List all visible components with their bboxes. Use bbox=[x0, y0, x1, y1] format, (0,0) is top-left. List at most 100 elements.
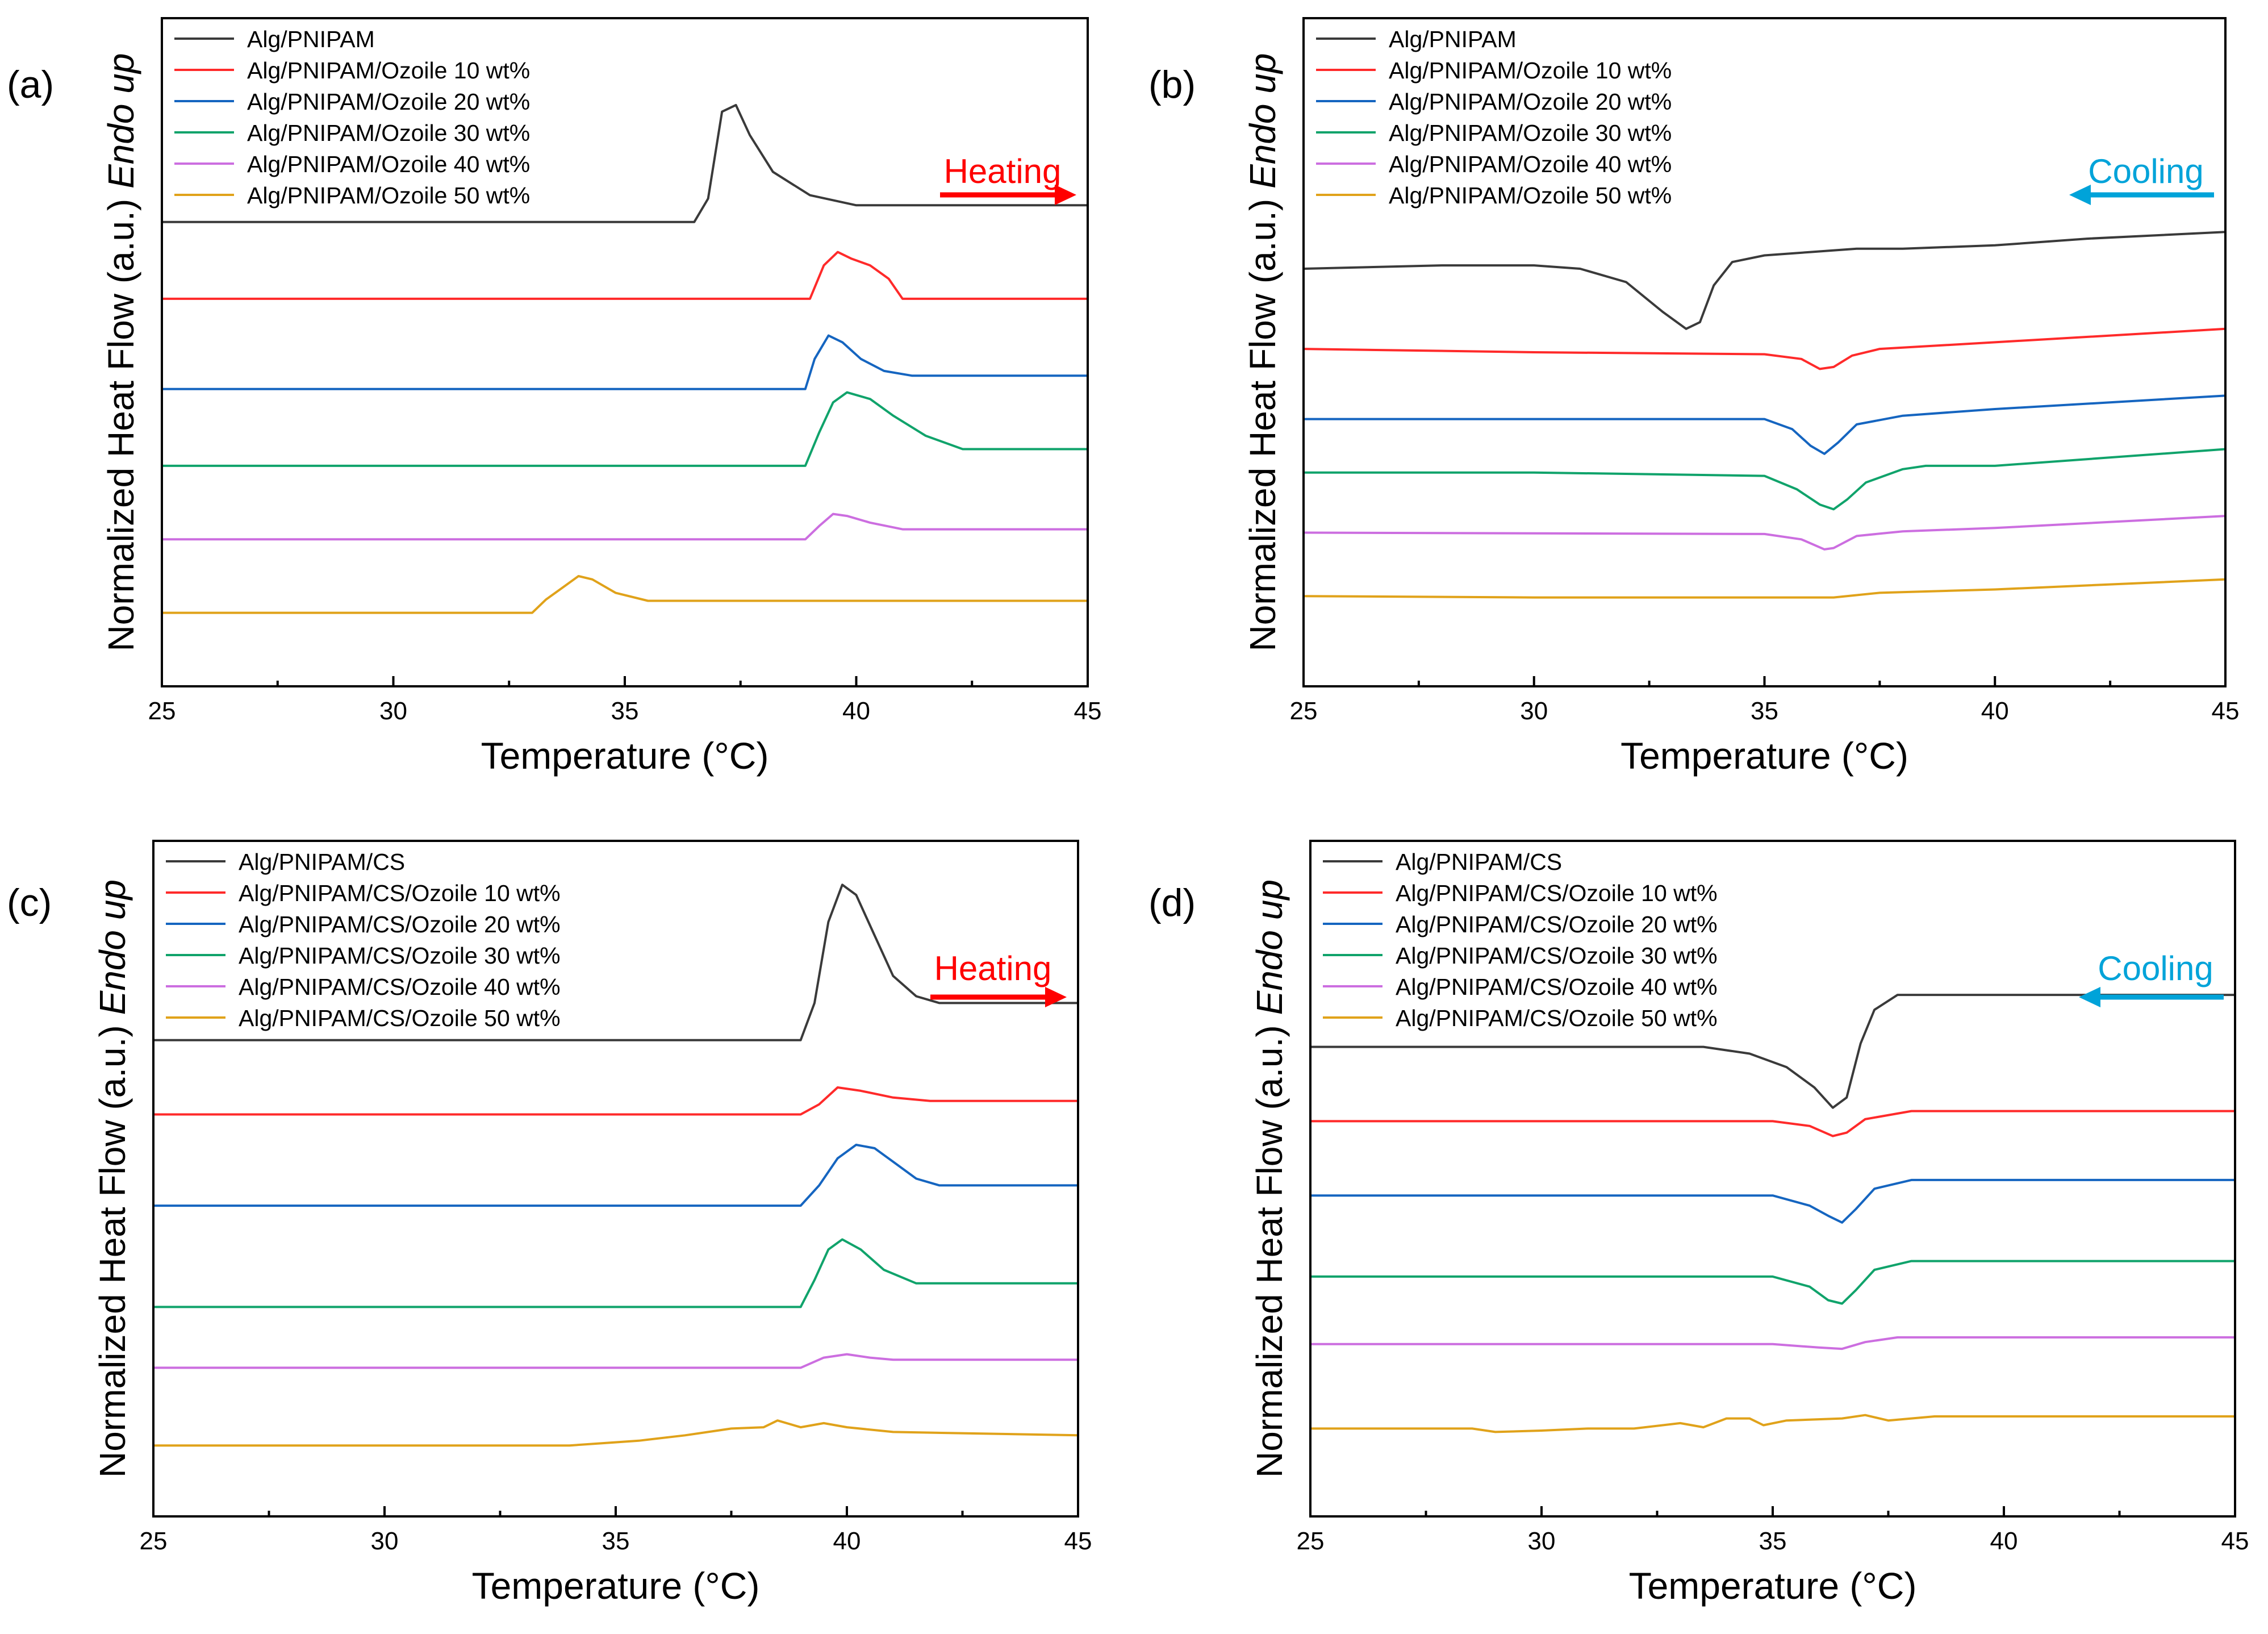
endo-up-note: Endo up bbox=[1249, 879, 1290, 1015]
direction-arrow-label: Heating bbox=[934, 949, 1052, 987]
legend-label-3: Alg/PNIPAM/Ozoile 20 wt% bbox=[247, 89, 530, 115]
legend-label-3: Alg/PNIPAM/CS/Ozoile 20 wt% bbox=[239, 911, 561, 937]
chart-svg: 25 30 35 40 45 Temperature (°C) Normalized Hea… bbox=[1148, 17, 2240, 777]
series-line-1 bbox=[1310, 994, 2235, 1109]
x-tick-label: 35 bbox=[611, 697, 639, 725]
panel-d: 25 30 35 40 45 Temperature (°C) Normalized Hea… bbox=[1142, 818, 2268, 1634]
series-line-1 bbox=[153, 883, 1078, 1041]
series-line-2 bbox=[1310, 1110, 2235, 1137]
panel-c: 25 30 35 40 45 Temperature (°C) Normalized Hea… bbox=[0, 818, 1130, 1634]
legend-label-1: Alg/PNIPAM bbox=[1389, 26, 1517, 52]
series-line-1 bbox=[162, 103, 1088, 223]
legend-label-1: Alg/PNIPAM/CS bbox=[1396, 849, 1562, 875]
series-line-3 bbox=[162, 334, 1088, 390]
direction-arrow-label: Cooling bbox=[2098, 949, 2213, 987]
x-tick-label: 45 bbox=[1064, 1527, 1092, 1555]
legend-label-6: Alg/PNIPAM/CS/Ozoile 50 wt% bbox=[1396, 1005, 1718, 1031]
x-tick-label: 35 bbox=[1759, 1527, 1787, 1555]
panel-a: 25 30 35 40 45 Temperature (°C) Normalized Hea… bbox=[0, 0, 1130, 812]
x-tick-label: 25 bbox=[1290, 697, 1318, 725]
y-axis-label-text: Normalized Heat Flow (a.u.) bbox=[101, 199, 141, 652]
x-tick-label: 45 bbox=[2221, 1527, 2249, 1555]
series-line-4 bbox=[1304, 448, 2226, 511]
plot-frame bbox=[161, 17, 1089, 687]
x-tick-label: 45 bbox=[2212, 697, 2240, 725]
legend-label-1: Alg/PNIPAM/CS bbox=[239, 849, 405, 875]
x-tick-label: 40 bbox=[833, 1527, 861, 1555]
legend-label-1: Alg/PNIPAM bbox=[247, 26, 375, 52]
series-line-6 bbox=[1303, 578, 2226, 599]
legend-label-4: Alg/PNIPAM/CS/Ozoile 30 wt% bbox=[239, 943, 561, 969]
legend-label-2: Alg/PNIPAM/Ozoile 10 wt% bbox=[1389, 57, 1672, 84]
direction-arrow-head bbox=[1055, 185, 1076, 205]
legend-label-2: Alg/PNIPAM/CS/Ozoile 10 wt% bbox=[1396, 880, 1718, 906]
series-line-5 bbox=[162, 512, 1088, 541]
x-axis-label: Temperature (°C) bbox=[472, 1565, 760, 1607]
series-line-3 bbox=[1304, 394, 2226, 455]
panel-label: (d) bbox=[1148, 881, 1196, 924]
x-tick-label: 30 bbox=[379, 697, 407, 725]
series-line-5 bbox=[153, 1353, 1078, 1369]
direction-arrow-label: Cooling bbox=[2088, 152, 2203, 190]
legend-label-3: Alg/PNIPAM/Ozoile 20 wt% bbox=[1389, 89, 1672, 115]
legend-label-5: Alg/PNIPAM/CS/Ozoile 40 wt% bbox=[239, 974, 561, 1000]
x-tick-label: 25 bbox=[140, 1527, 168, 1555]
series-line-2 bbox=[1303, 327, 2226, 370]
series-line-2 bbox=[162, 251, 1088, 300]
endo-up-note: Endo up bbox=[1242, 53, 1283, 189]
x-axis-label: Temperature (°C) bbox=[1629, 1565, 1917, 1607]
legend-label-2: Alg/PNIPAM/CS/Ozoile 10 wt% bbox=[239, 880, 561, 906]
x-tick-label: 40 bbox=[1981, 697, 2009, 725]
legend-label-5: Alg/PNIPAM/CS/Ozoile 40 wt% bbox=[1396, 974, 1718, 1000]
series-line-3 bbox=[153, 1144, 1078, 1207]
direction-arrow-head bbox=[1045, 987, 1067, 1007]
x-tick-label: 25 bbox=[148, 697, 176, 725]
series-line-6 bbox=[1310, 1414, 2235, 1433]
y-axis-label: Normalized Heat Flow (a.u.) Endo up bbox=[101, 53, 141, 652]
legend-label-6: Alg/PNIPAM/Ozoile 50 wt% bbox=[1389, 182, 1672, 209]
x-tick-label: 40 bbox=[842, 697, 870, 725]
legend-label-6: Alg/PNIPAM/Ozoile 50 wt% bbox=[247, 182, 530, 209]
legend-label-3: Alg/PNIPAM/CS/Ozoile 20 wt% bbox=[1396, 911, 1718, 937]
series-line-5 bbox=[1310, 1336, 2235, 1350]
y-axis-label-text: Normalized Heat Flow (a.u.) bbox=[1242, 199, 1283, 652]
panel-label: (b) bbox=[1148, 63, 1196, 106]
x-tick-label: 45 bbox=[1074, 697, 1102, 725]
panel-b: 25 30 35 40 45 Temperature (°C) Normalized Hea… bbox=[1142, 0, 2268, 812]
y-axis-label-text: Normalized Heat Flow (a.u.) bbox=[92, 1025, 133, 1478]
legend-label-6: Alg/PNIPAM/CS/Ozoile 50 wt% bbox=[239, 1005, 561, 1031]
series-line-4 bbox=[1310, 1260, 2235, 1305]
series-line-3 bbox=[1310, 1178, 2235, 1224]
legend-label-4: Alg/PNIPAM/Ozoile 30 wt% bbox=[247, 120, 530, 146]
x-axis-label: Temperature (°C) bbox=[1620, 735, 1908, 777]
series-line-2 bbox=[153, 1086, 1078, 1116]
y-axis-label: Normalized Heat Flow (a.u.) Endo up bbox=[92, 879, 133, 1478]
legend-label-5: Alg/PNIPAM/Ozoile 40 wt% bbox=[247, 151, 530, 177]
direction-arrow-label: Heating bbox=[944, 152, 1062, 190]
endo-up-note: Endo up bbox=[101, 53, 141, 189]
direction-arrow-head bbox=[2069, 185, 2091, 205]
legend-label-4: Alg/PNIPAM/Ozoile 30 wt% bbox=[1389, 120, 1672, 146]
x-tick-label: 35 bbox=[602, 1527, 630, 1555]
y-axis-label-text: Normalized Heat Flow (a.u.) bbox=[1249, 1025, 1290, 1478]
legend-label-5: Alg/PNIPAM/Ozoile 40 wt% bbox=[1389, 151, 1672, 177]
x-tick-label: 30 bbox=[1528, 1527, 1556, 1555]
legend-label-4: Alg/PNIPAM/CS/Ozoile 30 wt% bbox=[1396, 943, 1718, 969]
series-line-5 bbox=[1303, 515, 2226, 551]
series-line-6 bbox=[162, 575, 1088, 614]
direction-arrow-head bbox=[2079, 987, 2100, 1007]
chart-svg: 25 30 35 40 45 Temperature (°C) Normalized Hea… bbox=[7, 840, 1092, 1607]
series-line-6 bbox=[153, 1419, 1079, 1447]
x-tick-label: 30 bbox=[1520, 697, 1548, 725]
panel-label: (a) bbox=[7, 63, 54, 106]
series-line-1 bbox=[1303, 231, 2226, 330]
series-line-4 bbox=[153, 1238, 1078, 1308]
x-tick-label: 30 bbox=[371, 1527, 399, 1555]
x-tick-label: 25 bbox=[1297, 1527, 1325, 1555]
x-tick-label: 35 bbox=[1751, 697, 1778, 725]
series-line-4 bbox=[162, 391, 1088, 467]
x-tick-label: 40 bbox=[1990, 1527, 2018, 1555]
y-axis-label: Normalized Heat Flow (a.u.) Endo up bbox=[1249, 879, 1290, 1478]
legend-label-2: Alg/PNIPAM/Ozoile 10 wt% bbox=[247, 57, 530, 84]
x-axis-label: Temperature (°C) bbox=[481, 735, 769, 777]
